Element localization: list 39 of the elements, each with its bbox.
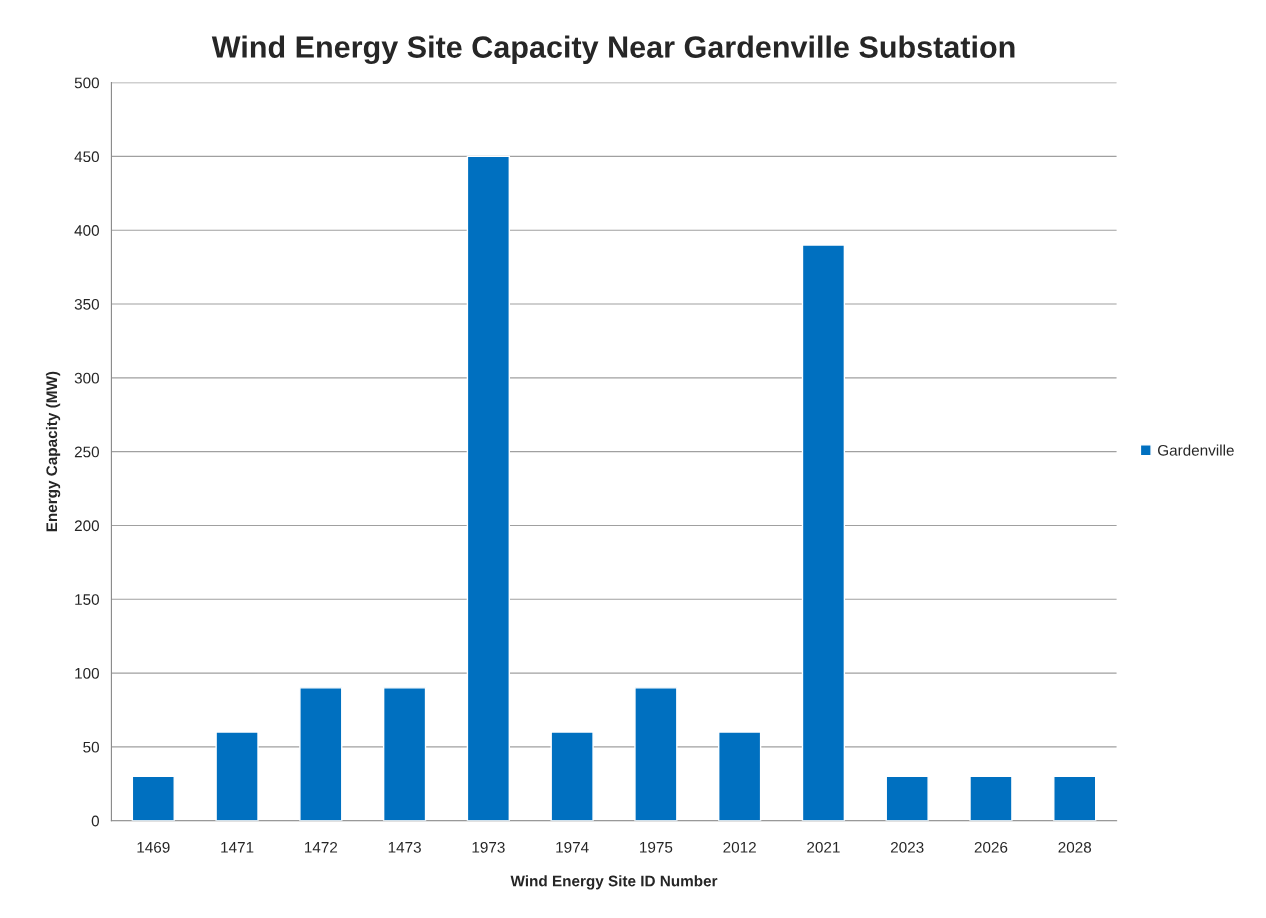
chart-title: Wind Energy Site Capacity Near Gardenville Substation xyxy=(211,35,1015,65)
legend-label: Gardenville xyxy=(1157,444,1234,456)
y-tick-label: 300 xyxy=(74,372,100,384)
y-axis-title: Energy Capacity (MW) xyxy=(45,371,61,532)
x-tick-label: 2012 xyxy=(723,841,756,853)
x-tick-label: 2028 xyxy=(1058,841,1092,853)
x-tick-label: 1973 xyxy=(472,841,505,853)
y-tick-label: 350 xyxy=(74,298,100,310)
bar xyxy=(1053,775,1097,821)
y-tick-label: 400 xyxy=(74,225,100,236)
x-axis-title: Wind Energy Site ID Number xyxy=(510,875,718,890)
y-tick-label: 50 xyxy=(83,741,100,753)
bar xyxy=(801,244,846,821)
y-tick-label: 0 xyxy=(91,815,100,827)
x-tick-label: 1471 xyxy=(221,842,254,853)
bar xyxy=(215,731,259,821)
bar xyxy=(382,687,427,821)
y-tick-label: 450 xyxy=(74,151,100,163)
y-tick-label: 500 xyxy=(74,77,100,89)
x-tick-label: 2021 xyxy=(807,841,840,853)
x-tick-label: 1974 xyxy=(556,841,589,853)
bar xyxy=(885,775,929,821)
y-tick-label: 200 xyxy=(74,520,100,532)
x-tick-label: 1472 xyxy=(305,841,338,853)
x-tick-label: 2026 xyxy=(974,841,1008,853)
y-tick-label: 250 xyxy=(74,446,100,458)
bar xyxy=(299,687,343,821)
bar xyxy=(718,731,762,821)
x-tick-label: 1473 xyxy=(388,841,421,853)
y-tick-label: 150 xyxy=(75,594,100,605)
bar xyxy=(550,731,594,821)
x-tick-label: 1469 xyxy=(137,841,170,853)
bar xyxy=(634,687,678,821)
bar xyxy=(969,775,1013,821)
y-tick-label: 100 xyxy=(75,667,100,679)
x-tick-label: 2023 xyxy=(890,841,924,853)
x-tick-label: 1975 xyxy=(640,841,673,853)
bar xyxy=(131,775,175,821)
bar xyxy=(466,155,510,821)
